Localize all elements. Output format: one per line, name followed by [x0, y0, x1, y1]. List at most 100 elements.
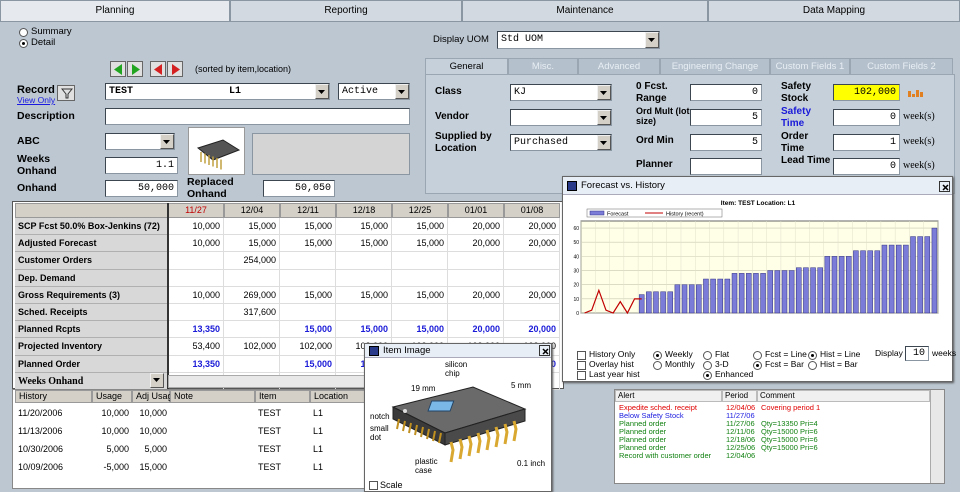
icon	[542, 348, 549, 355]
bar	[653, 291, 659, 314]
y-tick-label: 50	[573, 240, 579, 246]
grid-cell: 20,000	[504, 286, 560, 304]
nav-button[interactable]	[127, 61, 143, 77]
dropdown-arrow[interactable]	[315, 84, 329, 99]
grid-cell	[224, 321, 280, 339]
nav-button[interactable]	[110, 61, 126, 77]
uom-select[interactable]: Std UOM	[497, 31, 660, 49]
detail-tab[interactable]: Misc.	[508, 58, 578, 75]
bar	[660, 291, 666, 314]
history-cell: 5,000	[106, 444, 129, 454]
checkbox-label: Scale	[380, 480, 403, 490]
radio-button[interactable]	[808, 351, 817, 360]
detail-tab[interactable]: Custom Fields 2	[850, 58, 953, 75]
y-tick-label: 20	[573, 283, 579, 289]
radio-button[interactable]	[703, 351, 712, 360]
location: L1	[229, 86, 242, 97]
history-line	[584, 288, 642, 315]
checkbox[interactable]	[369, 481, 378, 490]
grid-cell: 20,000	[448, 235, 504, 253]
grid-cell	[224, 269, 280, 287]
field-input[interactable]: 5	[690, 109, 762, 126]
grid-cell: 102,000	[224, 338, 280, 356]
pin	[512, 420, 518, 442]
tab[interactable]: Maintenance	[462, 0, 708, 22]
detail-tab[interactable]: General	[425, 58, 508, 75]
detail-tab[interactable]: Custom Fields 1	[770, 58, 850, 75]
field-input[interactable]: 0	[690, 84, 762, 101]
bar	[903, 244, 909, 314]
field-select[interactable]: Purchased	[510, 134, 612, 151]
field-input[interactable]: 102,000	[833, 84, 900, 101]
radio-button[interactable]	[703, 371, 712, 380]
grid-cell	[448, 269, 504, 287]
field-input[interactable]: 0	[833, 109, 900, 126]
radio-button[interactable]	[653, 361, 662, 370]
checkbox[interactable]	[577, 371, 586, 380]
dropdown-arrow[interactable]	[597, 135, 611, 150]
field-input[interactable]: 1	[833, 134, 900, 151]
nav-button[interactable]	[150, 61, 166, 77]
column-header: 01/08	[504, 203, 560, 218]
field-input[interactable]: 0	[833, 158, 900, 175]
filter-button[interactable]	[57, 85, 75, 101]
description-input[interactable]	[105, 108, 410, 125]
radio-button[interactable]	[653, 351, 662, 360]
radio-button[interactable]	[703, 361, 712, 370]
field-select[interactable]	[510, 109, 612, 126]
grid-cell: 20,000	[448, 321, 504, 339]
grid-cell: 269,000	[224, 286, 280, 304]
grid-divider	[167, 203, 169, 389]
link[interactable]: View Only	[17, 95, 56, 105]
grid-cell: 102,000	[280, 338, 336, 356]
dropdown-arrow[interactable]	[395, 84, 409, 99]
arrow-glyph	[153, 378, 160, 383]
thumbnail	[188, 127, 245, 175]
status-select[interactable]: Active	[338, 83, 410, 100]
field-select[interactable]: KJ	[510, 84, 612, 101]
bar	[803, 267, 809, 314]
radio-button[interactable]	[753, 351, 762, 360]
nav-button[interactable]	[167, 61, 183, 77]
icon	[600, 90, 607, 95]
grid-cell	[392, 252, 448, 270]
bar	[760, 273, 766, 314]
close-button[interactable]	[939, 181, 950, 192]
tab[interactable]: Planning	[0, 0, 230, 22]
detail-tab[interactable]: Engineering Change	[660, 58, 770, 75]
checkbox[interactable]	[577, 351, 586, 360]
display-input[interactable]: 10	[905, 346, 929, 361]
label: Weeks Onhand	[17, 153, 57, 177]
radio-label: Hist = Bar	[820, 359, 858, 369]
abc-select[interactable]	[105, 133, 175, 150]
nav-glyph	[114, 64, 122, 75]
close-button[interactable]	[539, 345, 550, 356]
dropdown-arrow[interactable]	[597, 85, 611, 100]
dropdown-arrow[interactable]	[645, 32, 659, 48]
bar	[667, 291, 673, 314]
dropdown-arrow[interactable]	[160, 134, 174, 149]
record-select[interactable]: TEST L1	[105, 83, 330, 100]
tab[interactable]: Reporting	[230, 0, 462, 22]
field-input[interactable]	[690, 158, 762, 175]
history-cell: TEST	[258, 408, 282, 418]
tab[interactable]: Data Mapping	[708, 0, 960, 22]
label: 0 Fcst. Range	[636, 81, 668, 104]
detail-tab[interactable]: Advanced	[578, 58, 660, 75]
field-input[interactable]: 5	[690, 134, 762, 151]
bar	[831, 256, 838, 314]
radio-button[interactable]	[753, 361, 762, 370]
history-cell: TEST	[258, 426, 282, 436]
arrow-glyph	[648, 38, 655, 42]
alert-cell: 12/04/06	[726, 451, 756, 460]
radio-button[interactable]	[808, 361, 817, 370]
dropdown-arrow[interactable]	[150, 372, 164, 388]
icon	[908, 90, 923, 97]
icon	[942, 184, 949, 191]
radio-button[interactable]	[19, 28, 28, 37]
radio-button[interactable]	[19, 39, 28, 48]
checkbox[interactable]	[577, 361, 586, 370]
bar	[710, 278, 716, 314]
dropdown-arrow[interactable]	[597, 110, 611, 125]
close-glyph	[942, 184, 949, 191]
